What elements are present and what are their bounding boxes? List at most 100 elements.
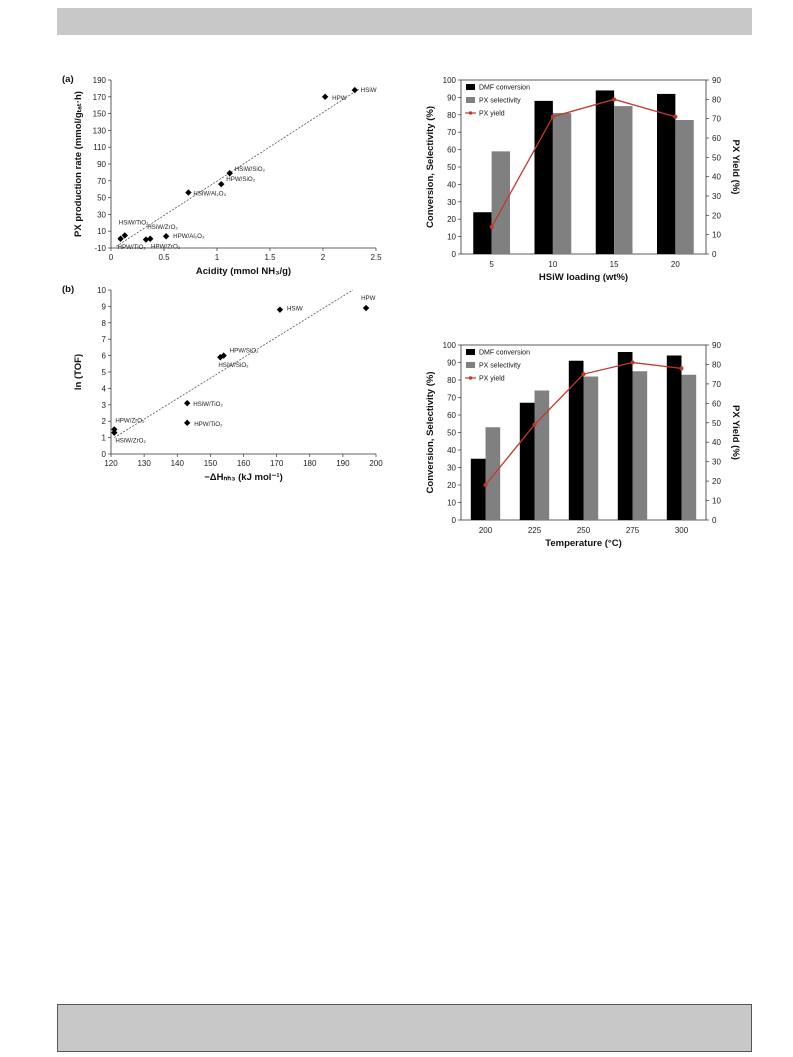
x-tick-label: 160 [237, 459, 251, 468]
y-tick-label: 60 [447, 411, 456, 420]
y2-tick-label: 0 [712, 516, 717, 525]
data-point-label: HSiW [287, 306, 303, 313]
x-tick-label: 1 [215, 253, 220, 262]
bar-px-selectivity [491, 151, 510, 254]
bar-dmf-conversion [617, 352, 633, 520]
x-tick-label: 120 [104, 459, 118, 468]
x-tick-label: 150 [204, 459, 218, 468]
y-tick-label: 70 [447, 128, 456, 137]
data-point-marker [121, 232, 128, 239]
bar-px-selectivity [681, 374, 697, 520]
legend-swatch [466, 84, 475, 90]
y2-tick-label: 10 [712, 231, 721, 240]
y-tick-label: 0 [452, 516, 457, 525]
y-tick-label: 8 [102, 319, 107, 328]
bar-dmf-conversion [657, 93, 676, 254]
legend-swatch [466, 97, 475, 103]
data-point-marker [117, 235, 124, 242]
bar-px-selectivity [534, 390, 550, 520]
legend-label: PX yield [479, 111, 505, 118]
y2-tick-label: 20 [712, 477, 721, 486]
data-point-marker [183, 399, 191, 407]
y-tick-label: 90 [97, 160, 106, 169]
px-yield-point [679, 366, 684, 371]
y-tick-label: 130 [93, 126, 107, 135]
y2-tick-label: 70 [712, 380, 721, 389]
y2-tick-label: 60 [712, 134, 721, 143]
x-tick-label: 170 [270, 459, 284, 468]
x-tick-label: 5 [489, 260, 494, 269]
y-tick-label: 90 [447, 359, 456, 368]
y-tick-label: 10 [97, 286, 106, 295]
data-point-marker [321, 93, 329, 100]
data-point-marker [162, 233, 170, 240]
y2-tick-label: 50 [712, 419, 721, 428]
y-tick-label: 50 [447, 429, 456, 438]
y-tick-label: 7 [102, 335, 107, 344]
data-point-label: HSiW/ZrO₂ [115, 438, 146, 445]
y2-tick-label: 30 [712, 458, 721, 467]
px-yield-line [491, 98, 676, 228]
legend-swatch-marker [468, 111, 473, 115]
x-tick-label: 1.5 [264, 253, 276, 262]
x-tick-label: 10 [548, 260, 557, 269]
y2-tick-label: 40 [712, 438, 721, 447]
y-tick-label: 1 [102, 434, 107, 443]
data-point-label: HPW [332, 95, 347, 102]
px-yield-point [489, 224, 494, 229]
y-tick-label: 190 [93, 76, 107, 85]
data-point-label: HSiW/SiO₂ [235, 166, 266, 173]
y-tick-label: 30 [447, 464, 456, 473]
x-tick-label: 0 [109, 253, 114, 262]
bar-px-selectivity [552, 113, 572, 254]
data-point-marker [185, 189, 192, 196]
panel-label: (b) [62, 284, 74, 295]
bar-px-selectivity [583, 376, 599, 520]
y-tick-label: 10 [97, 227, 106, 236]
data-point-label: HPW [361, 295, 376, 302]
data-point-marker [111, 429, 118, 436]
data-point-marker [142, 236, 150, 243]
y-tick-label: 100 [443, 341, 457, 350]
trend-line [114, 289, 354, 438]
y-tick-label: 10 [447, 233, 456, 242]
legend-label: DMF conversion [479, 85, 530, 92]
y-tick-label: 4 [102, 384, 107, 393]
y-tick-label: -10 [94, 244, 106, 253]
y-tick-label: 110 [93, 143, 106, 152]
bar-dmf-conversion [470, 458, 486, 520]
y-tick-label: 30 [447, 198, 456, 207]
x-tick-label: 2.5 [370, 253, 382, 262]
x-axis-title: −ΔHₙₕ₃ (kJ mol⁻¹) [204, 472, 283, 483]
data-point-label: HPW/ZrO₂ [151, 244, 181, 251]
data-point-label: HPW/TiO₂ [118, 244, 147, 251]
y-tick-label: 50 [447, 163, 456, 172]
y2-tick-label: 60 [712, 399, 721, 408]
data-point-label: HSiW/SiO₂ [218, 362, 249, 369]
data-point-label: HSiW/Al₂O₃ [193, 191, 226, 198]
chart-a-acidity-scatter: 0 0.5 1 1.5 2 2.5 -10 10 30 50 70 90 110 130 150 170 190… [62, 74, 382, 277]
y2-tick-label: 30 [712, 192, 721, 201]
legend-label: DMF conversion [479, 350, 530, 357]
y-tick-label: 100 [443, 76, 457, 85]
bar-px-selectivity [485, 427, 501, 520]
bar-dmf-conversion [568, 360, 584, 520]
px-yield-point [483, 483, 488, 487]
y-axis-title: Conversion, Selectivity (%) [425, 106, 436, 228]
data-point-marker [111, 426, 118, 433]
y-tick-label: 150 [93, 110, 107, 119]
bar-dmf-conversion [473, 212, 492, 254]
x-tick-label: 200 [479, 526, 493, 535]
legend-label: PX selectivity [479, 98, 521, 105]
px-yield-point [581, 372, 586, 377]
y2-tick-label: 10 [712, 497, 721, 506]
y2-tick-label: 80 [712, 95, 721, 104]
bar-px-selectivity [614, 106, 633, 254]
px-yield-point [550, 114, 555, 119]
x-tick-label: 130 [137, 459, 151, 468]
y-tick-label: 3 [102, 401, 107, 410]
legend-label: PX yield [479, 376, 505, 383]
y-axis-title: Conversion, Selectivity (%) [425, 372, 436, 494]
x-tick-label: 0.5 [158, 253, 170, 262]
x-tick-label: 140 [171, 459, 185, 468]
